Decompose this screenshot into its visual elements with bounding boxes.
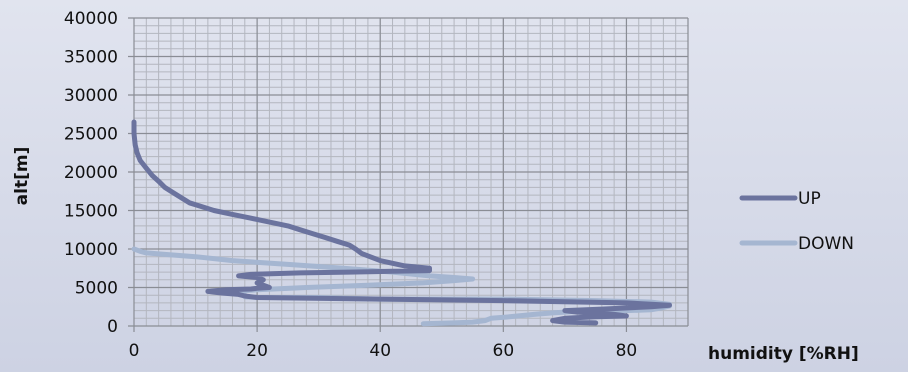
legend-label-down: DOWN [798, 234, 854, 254]
x-tick-label: 40 [369, 341, 391, 361]
major-grid [128, 17, 689, 332]
y-tick-labels: 0 5000 10000 15000 20000 25000 30000 35000 40000 [64, 9, 118, 337]
y-tick-label: 0 [107, 317, 118, 337]
x-tick-labels: 0 20 40 60 80 [129, 341, 638, 361]
y-tick-label: 5000 [75, 279, 118, 299]
legend: UP DOWN [739, 189, 854, 254]
y-tick-label: 25000 [64, 125, 118, 145]
y-tick-label: 20000 [64, 163, 118, 183]
legend-label-up: UP [798, 189, 821, 209]
y-tick-label: 35000 [64, 48, 118, 68]
series-line-up [131, 119, 672, 326]
y-tick-label: 10000 [64, 240, 118, 260]
x-axis-title: humidity [%RH] [708, 344, 859, 364]
y-axis-title: alt[m] [12, 147, 32, 206]
y-tick-label: 40000 [64, 9, 118, 29]
x-tick-label: 20 [246, 341, 268, 361]
series-layer [131, 119, 672, 327]
y-tick-label: 15000 [64, 202, 118, 222]
y-tick-label: 30000 [64, 86, 118, 106]
x-tick-label: 60 [493, 341, 515, 361]
x-tick-label: 0 [129, 341, 140, 361]
x-tick-label: 80 [616, 341, 638, 361]
